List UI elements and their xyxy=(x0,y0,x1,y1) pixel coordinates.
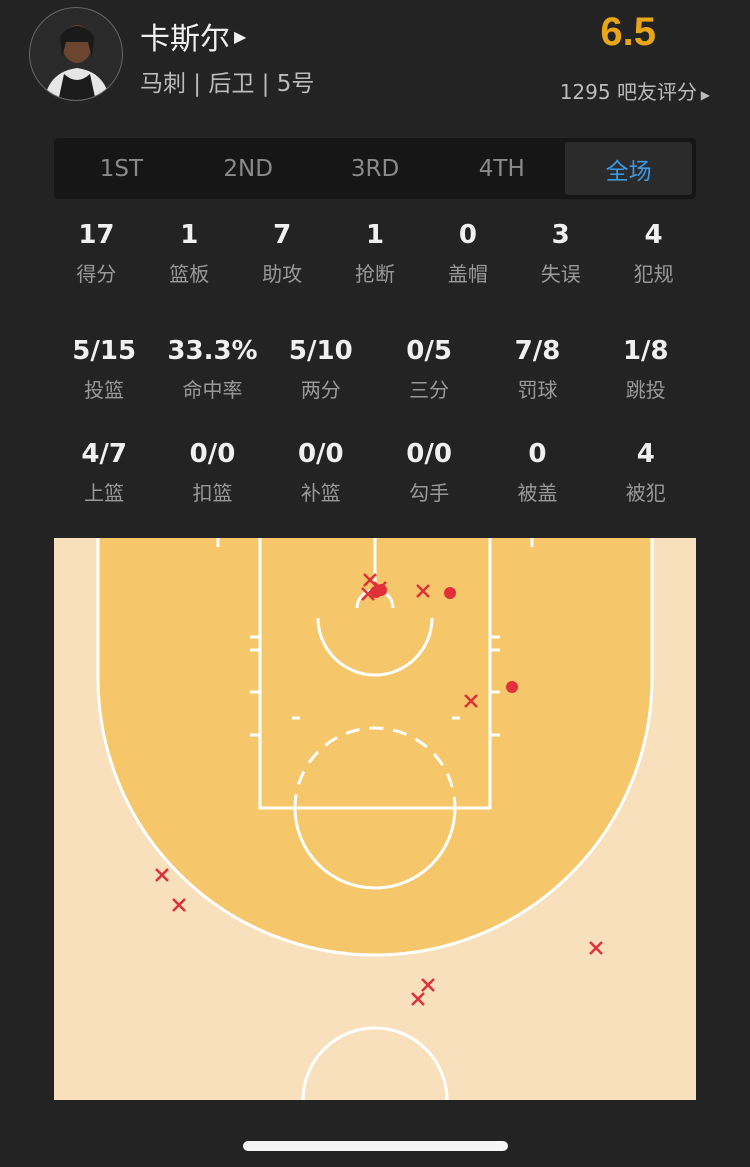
stat-label: 三分 xyxy=(409,378,450,402)
stat-item: 7/8 罚球 xyxy=(483,336,591,403)
stat-value: 4 xyxy=(644,220,663,250)
stat-value: 17 xyxy=(78,220,115,250)
stat-item: 1 篮板 xyxy=(143,220,236,287)
stat-value: 0 xyxy=(528,439,547,469)
stat-item: 4 犯规 xyxy=(607,220,700,287)
stat-item: 0/0 补篮 xyxy=(267,439,375,506)
player-info: 马刺 | 后卫 | 5号 xyxy=(140,71,315,97)
stat-item: 5/10 两分 xyxy=(267,336,375,403)
stat-item: 0 盖帽 xyxy=(421,220,514,287)
stat-value: 33.3% xyxy=(167,336,258,366)
missed-shot-x xyxy=(155,868,169,882)
stat-item: 33.3% 命中率 xyxy=(158,336,266,403)
stat-label: 被盖 xyxy=(517,481,558,505)
missed-shot-x xyxy=(421,978,435,992)
tab-3rd[interactable]: 3RD xyxy=(350,155,400,182)
player-name-link[interactable]: 卡斯尔 ▶ xyxy=(140,14,246,58)
stats-row-shot-types: 4/7 上篮 0/0 扣篮 0/0 补篮 0/0 勾手 0 被盖 4 被犯 xyxy=(50,439,700,506)
stat-label: 扣篮 xyxy=(192,481,233,505)
caret-right-icon: ▶ xyxy=(234,26,247,46)
stat-label: 得分 xyxy=(76,262,117,286)
stat-value: 5/15 xyxy=(72,336,137,366)
player-rating: 6.5 xyxy=(600,10,656,54)
stat-value: 7/8 xyxy=(514,336,561,366)
stat-value: 0/5 xyxy=(406,336,452,366)
player-name: 卡斯尔 xyxy=(140,22,230,57)
missed-shot-x xyxy=(411,992,425,1006)
stat-label: 投篮 xyxy=(84,378,125,402)
player-photo-icon xyxy=(44,25,110,100)
stat-item: 3 失误 xyxy=(514,220,607,287)
tab-4th[interactable]: 4TH xyxy=(478,155,525,182)
stat-value: 1 xyxy=(365,220,385,250)
stat-item: 1 抢断 xyxy=(329,220,422,287)
missed-shot-x xyxy=(172,898,186,912)
missed-shot-x xyxy=(363,573,377,587)
stat-item: 4 被犯 xyxy=(592,439,700,506)
player-avatar[interactable] xyxy=(29,7,123,101)
tab-1st[interactable]: 1ST xyxy=(99,155,144,182)
votes-label: 1295 吧友评分 xyxy=(559,80,697,104)
three-point-area xyxy=(98,538,652,955)
stat-value: 4/7 xyxy=(81,439,127,469)
stat-value: 5/10 xyxy=(288,336,353,366)
stat-item: 1/8 跳投 xyxy=(592,336,700,403)
stat-item: 0/0 扣篮 xyxy=(158,439,266,506)
stat-label: 被犯 xyxy=(625,481,666,505)
stat-value: 0/0 xyxy=(189,439,236,469)
stat-item: 4/7 上篮 xyxy=(50,439,158,506)
stat-label: 失误 xyxy=(540,262,581,286)
shot-chart-court xyxy=(54,538,696,1100)
stat-value: 0 xyxy=(458,220,477,250)
missed-shot-x xyxy=(589,941,603,955)
stat-item: 5/15 投篮 xyxy=(50,336,158,403)
shot-marks xyxy=(155,573,603,1006)
stat-item: 7 助攻 xyxy=(236,220,329,287)
stats-row-shooting: 5/15 投篮 33.3% 命中率 5/10 两分 0/5 三分 7/8 罚球 1/8 跳投 xyxy=(50,336,700,403)
stat-label: 勾手 xyxy=(409,481,450,505)
stat-item: 17 得分 xyxy=(50,220,143,287)
stat-value: 7 xyxy=(273,220,292,250)
stat-label: 补篮 xyxy=(300,481,341,505)
stat-value: 1 xyxy=(180,220,199,250)
stat-label: 跳投 xyxy=(625,378,666,402)
period-tabs: 1ST 2ND 3RD 4TH 全场 xyxy=(54,138,696,199)
missed-shot-x xyxy=(416,584,430,598)
stat-label: 篮板 xyxy=(169,262,210,286)
rating-votes-link[interactable]: 1295 吧友评分 ▶ xyxy=(560,76,710,105)
caret-right-icon: ▶ xyxy=(696,88,710,102)
missed-shot-x xyxy=(464,694,478,708)
stat-item: 0/0 勾手 xyxy=(375,439,483,506)
home-indicator[interactable] xyxy=(243,1141,508,1151)
stat-label: 罚球 xyxy=(517,378,558,402)
stat-value: 0/0 xyxy=(297,439,344,469)
stat-label: 盖帽 xyxy=(447,262,488,286)
stat-value: 0/0 xyxy=(406,439,452,469)
stats-row-basic: 17 得分 1 篮板 7 助攻 1 抢断 0 盖帽 3 失误 4 犯规 xyxy=(50,220,700,287)
stat-value: 4 xyxy=(636,439,655,469)
stat-item: 0/5 三分 xyxy=(375,336,483,403)
stat-value: 3 xyxy=(551,220,570,250)
stat-label: 上篮 xyxy=(84,481,125,505)
tab-full-game[interactable]: 全场 xyxy=(565,142,692,195)
made-shot-dot xyxy=(370,586,382,598)
made-shot-dot xyxy=(444,587,456,599)
tab-2nd[interactable]: 2ND xyxy=(223,155,273,182)
stat-item: 0 被盖 xyxy=(483,439,591,506)
stat-label: 命中率 xyxy=(182,378,243,402)
made-shot-dot xyxy=(506,681,518,693)
stat-label: 助攻 xyxy=(262,262,303,286)
stat-label: 两分 xyxy=(300,378,341,402)
stat-label: 抢断 xyxy=(355,262,395,286)
stat-value: 1/8 xyxy=(622,336,669,366)
court-lines xyxy=(96,538,654,1100)
stat-label: 犯规 xyxy=(633,262,674,286)
